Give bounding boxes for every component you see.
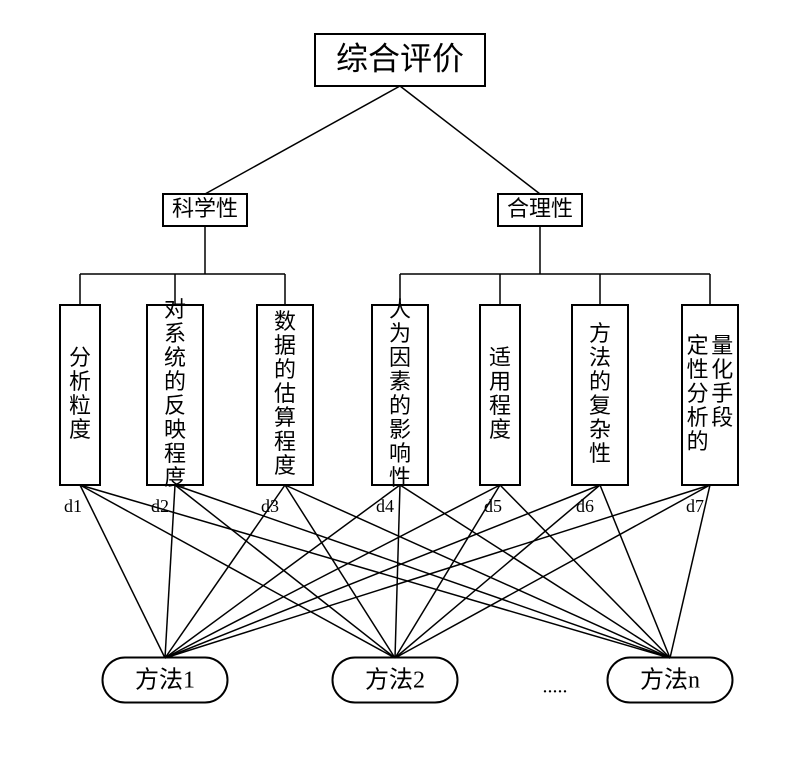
- edge: [395, 485, 500, 658]
- criterion-label: 分析粒度: [69, 345, 91, 442]
- criterion-id: d4: [376, 496, 394, 516]
- criterion-label: 方法的复杂性: [589, 321, 611, 466]
- criterion-id: d7: [686, 496, 704, 516]
- edge: [175, 485, 395, 658]
- criterion-label: 适用程度: [489, 345, 511, 442]
- method-label: 方法2: [365, 667, 425, 694]
- edge: [165, 485, 285, 658]
- criterion-group-label: 合理性: [507, 196, 573, 221]
- edge: [285, 485, 670, 658]
- edge: [205, 86, 400, 194]
- edge: [80, 485, 395, 658]
- edge: [400, 86, 540, 194]
- criterion-label: 数据的估算程度: [274, 309, 296, 478]
- edge: [395, 485, 400, 658]
- edge: [175, 485, 670, 658]
- edge: [395, 485, 710, 658]
- criterion-id: d6: [576, 496, 594, 516]
- criterion-label: 人为因素的影响性: [389, 297, 411, 490]
- criterion-label: 对系统的反映程度: [164, 297, 186, 490]
- method-label: 方法n: [640, 667, 700, 694]
- criterion-group-label: 科学性: [172, 196, 238, 221]
- method-label: 方法1: [135, 667, 195, 694]
- hierarchy-diagram: 综合评价科学性合理性分析粒度d1对系统的反映程度d2数据的估算程度d3人为因素的…: [0, 0, 800, 778]
- edge: [165, 485, 500, 658]
- methods-ellipsis: .....: [543, 676, 568, 698]
- root-label: 综合评价: [336, 40, 464, 76]
- edge: [165, 485, 400, 658]
- criterion-id: d1: [64, 496, 82, 516]
